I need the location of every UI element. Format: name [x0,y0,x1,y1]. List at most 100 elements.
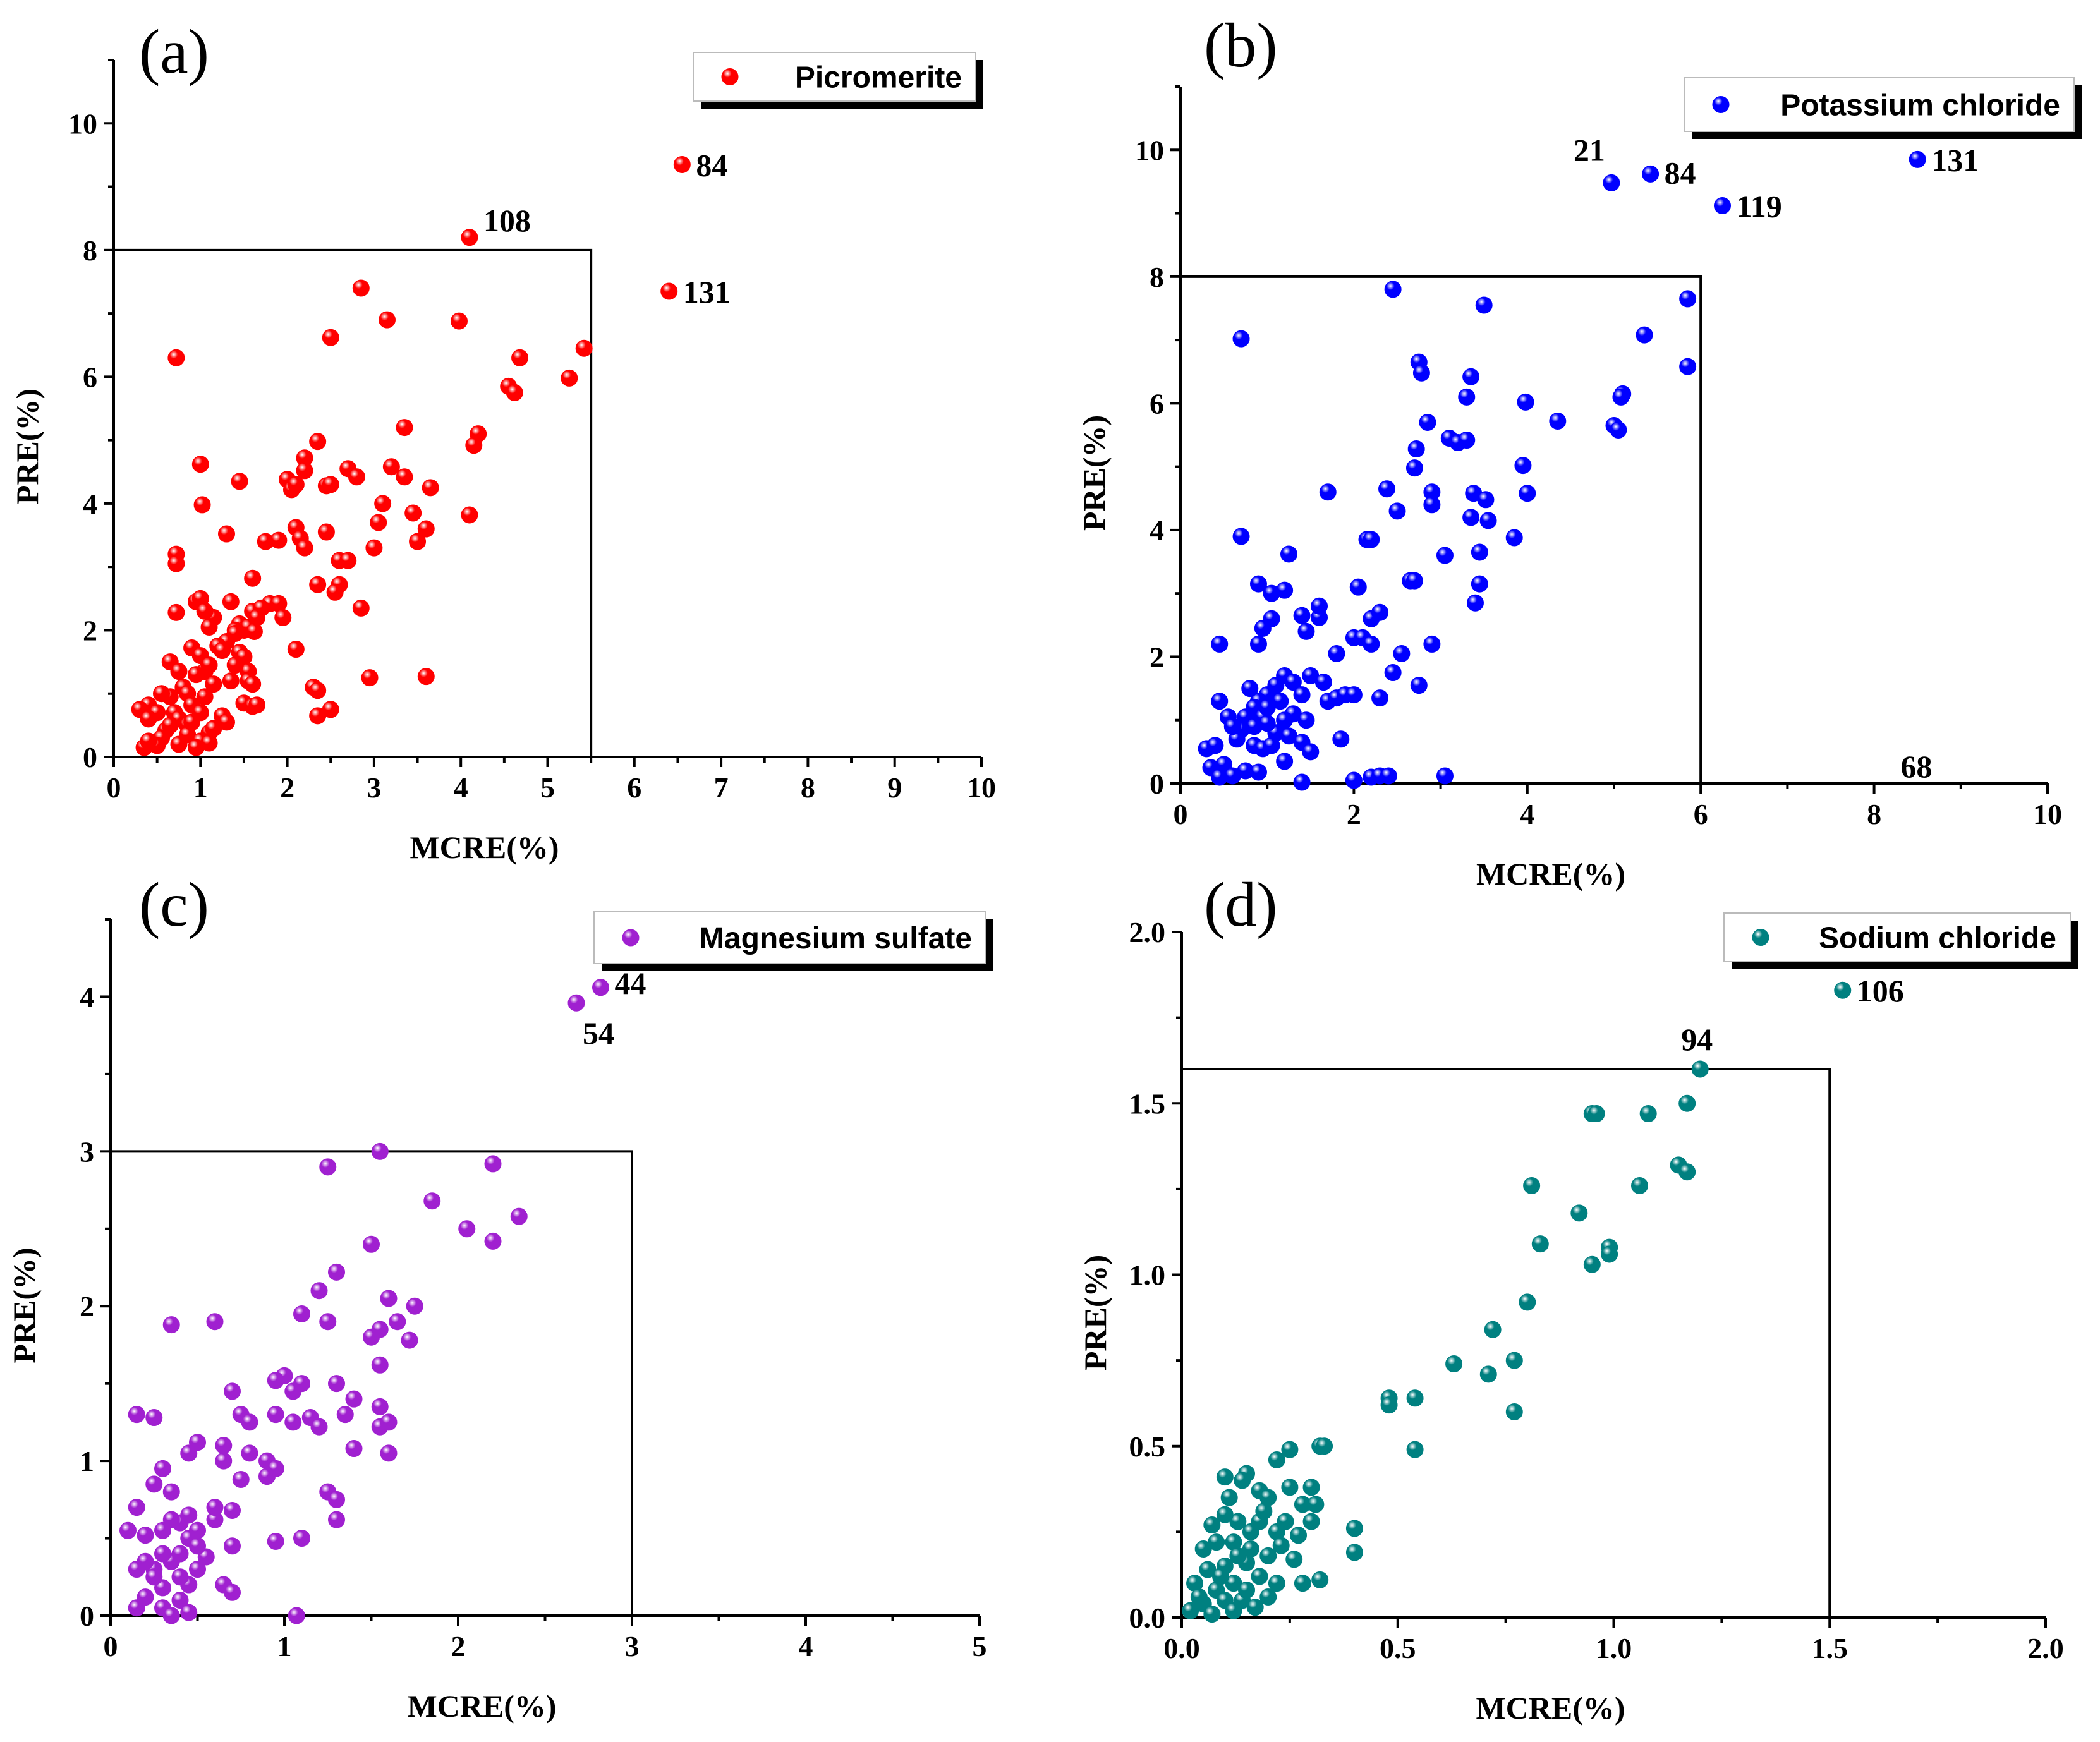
data-point [1484,1321,1502,1338]
data-point [1380,1396,1398,1414]
y-tick-label: 0.5 [1129,1430,1166,1463]
panel-label: (b) [1204,10,1278,80]
data-point [1276,711,1294,729]
panel-label: (a) [139,16,209,87]
data-point [180,1604,198,1621]
data-point [1612,388,1630,406]
data-point [1249,763,1267,781]
threshold-box [111,1150,633,1616]
data-point [1280,545,1297,563]
data-point [162,1483,180,1501]
data-point [1384,664,1402,682]
legend-label: Potassium chloride [1780,89,2060,123]
data-point [309,682,327,699]
data-point [1471,575,1488,593]
x-tick-label: 1 [193,771,208,804]
data-point [328,1375,345,1393]
x-tick-label: 0.0 [1163,1632,1200,1664]
point-annotation: 94 [1681,1022,1713,1057]
data-point [191,456,209,473]
data-point [1406,1389,1424,1407]
y-axis-title: PRE(%) [1077,1255,1113,1370]
legend-marker [721,68,739,85]
data-point [1505,1403,1523,1420]
data-point [1211,635,1229,653]
point-annotation: 84 [1665,155,1696,190]
data-point [352,599,370,617]
data-point [1293,607,1311,624]
data-point [1316,1437,1333,1455]
data-point [1639,1105,1657,1123]
y-tick-label: 1.5 [1129,1087,1166,1120]
data-point [396,468,413,486]
data-point [222,593,240,610]
data-point [484,1155,502,1173]
data-point [1384,281,1402,298]
data-point [1251,1568,1268,1585]
data-point [1268,1575,1285,1592]
data-point [200,734,218,752]
data-point [1293,686,1311,704]
data-point [1570,1204,1588,1222]
data-point [406,1297,423,1315]
data-point [296,462,313,480]
data-point [1249,575,1267,593]
x-tick-label: 3 [367,771,381,804]
data-point [371,1142,389,1160]
data-point [345,1390,363,1408]
data-point [1281,1479,1299,1496]
data-point [1284,674,1302,691]
data-point [339,552,357,569]
data-point [1206,737,1224,754]
data-point [401,1331,418,1349]
data-point [510,1207,528,1225]
x-tick-label: 10 [967,771,996,804]
data-point [241,1413,258,1431]
data-point [1276,753,1294,770]
data-point [1263,737,1280,754]
y-tick-label: 8 [1150,261,1164,293]
data-point [171,1568,189,1586]
y-tick-label: 4 [83,488,97,520]
data-point [196,688,214,706]
x-axis-title: MCRE(%) [410,830,559,865]
data-point [154,1545,171,1563]
data-point [1328,644,1345,662]
data-point [363,1235,380,1253]
data-point [1259,1547,1277,1564]
data-point [1380,767,1397,785]
threshold-box [1182,1068,1831,1618]
legend-label: Sodium chloride [1819,922,2056,955]
x-tick-label: 6 [627,771,641,804]
data-point [1272,1537,1290,1554]
data-point [1332,730,1350,748]
data-point [404,504,422,522]
x-tick-label: 4 [1520,798,1534,830]
data-point [293,1305,310,1322]
data-point [371,1356,389,1374]
x-tick-label: 3 [625,1630,640,1662]
data-point [326,583,344,601]
data-point [1371,603,1389,621]
data-point [1610,421,1627,439]
data-point [461,229,478,246]
data-point [1549,412,1567,430]
data-point [1388,502,1406,520]
x-tick-label: 1 [277,1630,292,1662]
legend-marker [1712,96,1730,113]
data-point [128,1499,145,1516]
data-point [328,1491,345,1508]
data-point [206,1313,224,1331]
data-point [328,1263,345,1281]
data-point [374,495,392,512]
data-point [267,1406,284,1424]
data-point [1229,1547,1247,1564]
data-point [1462,509,1480,526]
data-point [205,720,222,737]
y-tick-label: 4 [1150,514,1164,547]
data-point [1405,459,1423,477]
data-point [310,1282,328,1300]
legend-box [693,52,976,102]
data-point [1601,1245,1618,1263]
data-point [224,1501,241,1519]
